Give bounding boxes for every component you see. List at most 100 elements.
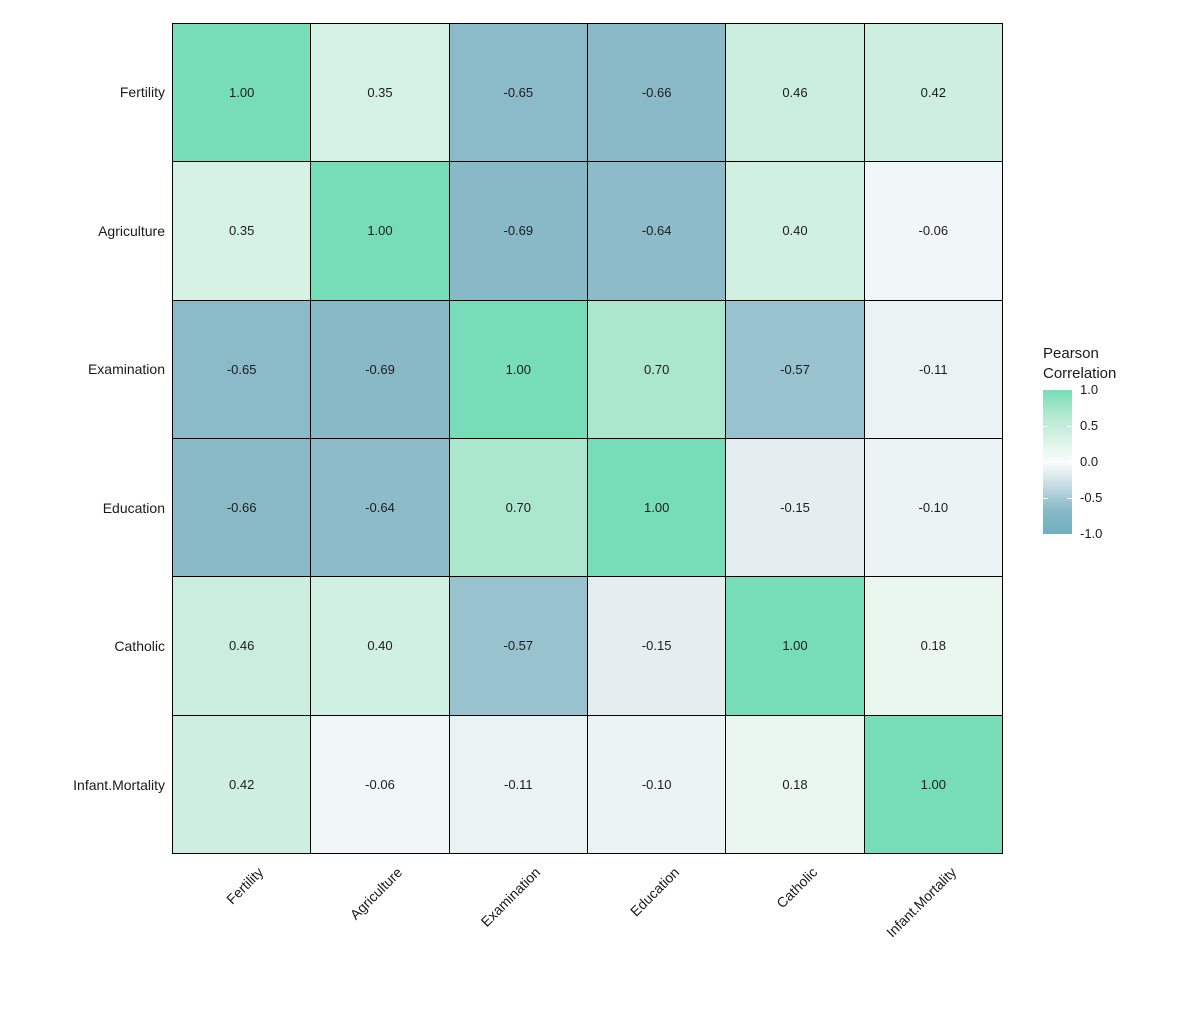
heatmap-cell: 0.70 bbox=[587, 300, 726, 438]
cell-value-label: -0.66 bbox=[226, 500, 257, 516]
heatmap-cell: 1.00 bbox=[311, 162, 449, 300]
x-axis-label: Agriculture bbox=[346, 864, 406, 923]
legend: Pearson Correlation 1.0 0.5 0.0 -0.5 -1.0 bbox=[1043, 344, 1200, 544]
legend-tick-mark bbox=[1043, 426, 1048, 427]
cell-value-label: 0.70 bbox=[505, 500, 531, 516]
cell-value-label: -0.11 bbox=[918, 361, 948, 377]
cell-value-label: -0.10 bbox=[918, 500, 949, 516]
heatmap-cell: -0.10 bbox=[864, 438, 1002, 577]
heatmap-cell: 0.35 bbox=[311, 24, 449, 162]
heatmap-cell: -0.06 bbox=[311, 715, 449, 853]
heatmap-cell: -0.66 bbox=[173, 438, 311, 577]
heatmap-cell: -0.11 bbox=[864, 300, 1002, 438]
cell-value-label: -0.65 bbox=[226, 361, 257, 377]
cell-value-label: -0.10 bbox=[641, 776, 672, 792]
legend-tick-label: -1.0 bbox=[1080, 526, 1103, 541]
x-axis-label: Examination bbox=[477, 864, 544, 930]
heatmap-cell: -0.57 bbox=[449, 577, 587, 715]
cell-value-label: 1.00 bbox=[920, 776, 946, 792]
legend-tick-label: 0.5 bbox=[1080, 418, 1099, 433]
x-axis-label: Education bbox=[626, 864, 683, 920]
y-axis-label: Fertility bbox=[119, 84, 165, 101]
cell-value-label: -0.57 bbox=[780, 361, 810, 377]
heatmap-cell: -0.15 bbox=[587, 577, 726, 715]
heatmap-cell: -0.69 bbox=[311, 300, 449, 438]
legend-title: Pearson Correlation bbox=[1043, 344, 1116, 384]
heatmap-cell: 1.00 bbox=[864, 715, 1002, 853]
heatmap-cell: 0.42 bbox=[864, 24, 1002, 162]
cell-value-label: -0.06 bbox=[918, 223, 949, 239]
cell-value-label: 1.00 bbox=[505, 361, 531, 377]
heatmap-cell: -0.10 bbox=[587, 715, 726, 853]
heatmap-cell: 0.35 bbox=[173, 162, 311, 300]
cell-value-label: -0.06 bbox=[365, 776, 395, 792]
cell-value-label: -0.11 bbox=[503, 776, 533, 792]
heatmap-cell: -0.57 bbox=[726, 300, 864, 438]
cell-value-label: 1.00 bbox=[367, 223, 393, 239]
heatmap-cell: -0.15 bbox=[726, 438, 864, 577]
heatmap-cell: -0.11 bbox=[449, 715, 587, 853]
cell-value-label: 0.42 bbox=[920, 85, 946, 101]
heatmap-cell: 0.42 bbox=[173, 715, 311, 853]
heatmap-cell: 0.18 bbox=[726, 715, 864, 853]
cell-value-label: 0.18 bbox=[782, 776, 808, 792]
legend-tick-label: 0.0 bbox=[1080, 454, 1099, 469]
x-axis-label: Catholic bbox=[773, 864, 821, 912]
legend-tick-mark bbox=[1043, 462, 1048, 463]
y-axis-label: Catholic bbox=[114, 638, 165, 655]
cell-value-label: 0.70 bbox=[644, 361, 670, 377]
cell-value-label: -0.69 bbox=[365, 361, 395, 377]
heatmap-cell: 0.18 bbox=[864, 577, 1002, 715]
cell-value-label: 0.42 bbox=[229, 776, 255, 792]
cell-value-label: -0.15 bbox=[641, 638, 672, 654]
cell-value-label: 1.00 bbox=[229, 85, 255, 101]
heatmap-cell: -0.06 bbox=[864, 162, 1002, 300]
cell-value-label: -0.65 bbox=[503, 85, 534, 101]
cell-value-label: 0.40 bbox=[782, 223, 808, 239]
legend-tick-mark bbox=[1043, 498, 1048, 499]
cell-value-label: 1.00 bbox=[782, 638, 808, 654]
cell-value-label: -0.64 bbox=[365, 500, 395, 516]
correlation-heatmap: 1.00 0.35 -0.65 -0.66 0.46 0.42 0.35 1.00 -0.69 -… bbox=[172, 23, 1003, 854]
legend-tick-mark bbox=[1067, 498, 1072, 499]
legend-title-line1: Pearson bbox=[1043, 345, 1099, 362]
legend-tick-mark bbox=[1067, 462, 1072, 463]
legend-tick-label: -0.5 bbox=[1080, 490, 1103, 505]
legend-tick-mark bbox=[1067, 426, 1072, 427]
x-axis-label: Fertility bbox=[223, 864, 267, 908]
cell-value-label: -0.66 bbox=[641, 85, 672, 101]
heatmap-cell: 0.46 bbox=[173, 577, 311, 715]
heatmap-cell: 0.46 bbox=[726, 24, 864, 162]
heatmap-cell: 0.40 bbox=[726, 162, 864, 300]
cell-value-label: 0.46 bbox=[782, 85, 808, 101]
x-axis-label: Infant.Mortality bbox=[882, 864, 960, 941]
cell-value-label: 0.40 bbox=[367, 638, 393, 654]
cell-value-label: -0.15 bbox=[780, 500, 810, 516]
heatmap-cell: 1.00 bbox=[726, 577, 864, 715]
legend-title-line2: Correlation bbox=[1043, 365, 1117, 382]
heatmap-cell: -0.64 bbox=[587, 162, 726, 300]
y-axis-label: Examination bbox=[87, 361, 165, 378]
cell-value-label: 0.35 bbox=[229, 223, 255, 239]
heatmap-cell: -0.66 bbox=[587, 24, 726, 162]
heatmap-cell: 1.00 bbox=[449, 300, 587, 438]
cell-value-label: 0.35 bbox=[367, 85, 393, 101]
cell-value-label: -0.64 bbox=[641, 223, 672, 239]
cell-value-label: 0.18 bbox=[920, 638, 946, 654]
cell-value-label: 1.00 bbox=[644, 500, 670, 516]
cell-value-label: 0.46 bbox=[229, 638, 255, 654]
heatmap-cell: -0.64 bbox=[311, 438, 449, 577]
y-axis-label: Infant.Mortality bbox=[73, 776, 165, 793]
heatmap-cell: 0.70 bbox=[449, 438, 587, 577]
heatmap-cell: 1.00 bbox=[587, 438, 726, 577]
cell-value-label: -0.57 bbox=[503, 638, 534, 654]
legend-tick-label: 1.0 bbox=[1080, 382, 1099, 397]
heatmap-cell: -0.69 bbox=[449, 162, 587, 300]
cell-value-label: -0.69 bbox=[503, 223, 534, 239]
heatmap-cell: 0.40 bbox=[311, 577, 449, 715]
heatmap-cell: -0.65 bbox=[449, 24, 587, 162]
heatmap-cell: 1.00 bbox=[173, 24, 311, 162]
y-axis-label: Education bbox=[102, 499, 165, 516]
heatmap-cell: -0.65 bbox=[173, 300, 311, 438]
y-axis-label: Agriculture bbox=[98, 222, 165, 239]
